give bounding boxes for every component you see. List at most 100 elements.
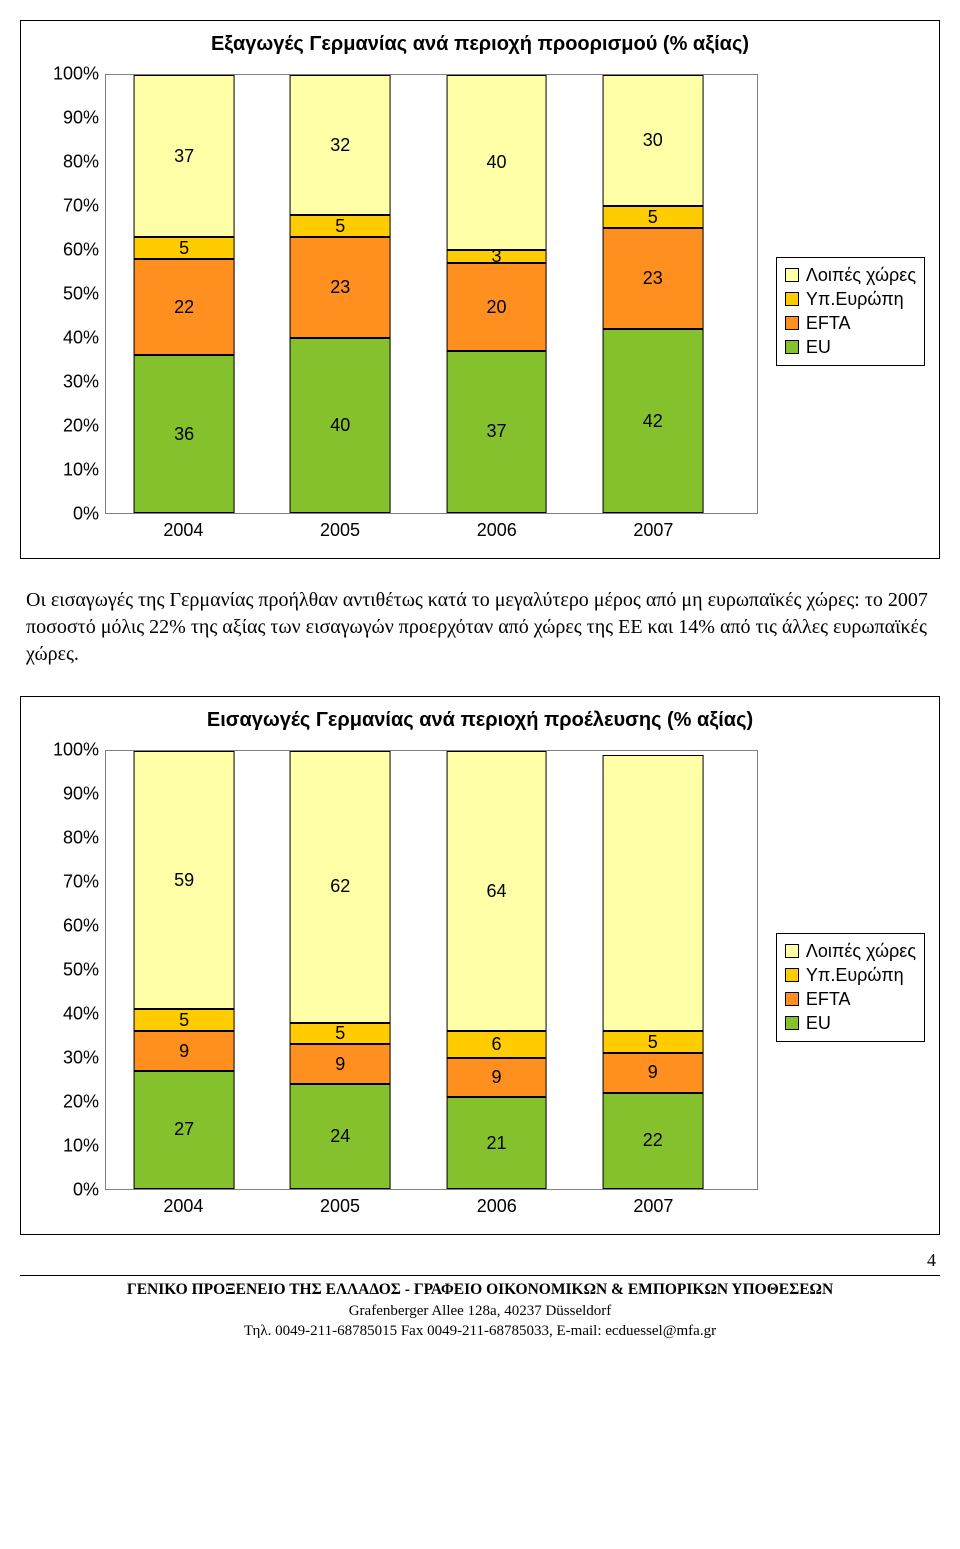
exports-y-tick: 100% — [53, 64, 99, 85]
imports-y-tick: 80% — [63, 828, 99, 849]
exports-y-tick: 90% — [63, 108, 99, 129]
imports-legend-swatch — [785, 968, 799, 982]
imports-segment-efta: 9 — [134, 1031, 235, 1070]
exports-x-label: 2006 — [477, 520, 517, 541]
exports-segment-eu: 42 — [602, 329, 703, 513]
exports-legend-swatch — [785, 268, 799, 282]
imports-segment-eu: 21 — [446, 1097, 547, 1189]
imports-segment-efta: 9 — [446, 1058, 547, 1097]
imports-x-axis: 2004200520062007 — [105, 1196, 758, 1224]
imports-legend-item: EFTA — [785, 989, 916, 1010]
imports-segment-value: 21 — [487, 1133, 507, 1154]
imports-segment-value: 5 — [335, 1023, 345, 1044]
imports-chart-container: Εισαγωγές Γερμανίας ανά περιοχή προέλευσ… — [20, 696, 940, 1235]
exports-segment-other: 32 — [290, 75, 391, 215]
exports-segment-eu: 36 — [134, 355, 235, 513]
exports-y-tick: 70% — [63, 196, 99, 217]
imports-legend-label: Υπ.Ευρώπη — [806, 965, 904, 986]
imports-segment-eu: 24 — [290, 1084, 391, 1189]
imports-legend-item: EU — [785, 1013, 916, 1034]
exports-y-tick: 30% — [63, 372, 99, 393]
exports-segment-value: 37 — [174, 146, 194, 167]
exports-legend-swatch — [785, 340, 799, 354]
exports-x-label: 2004 — [163, 520, 203, 541]
page-number: 4 — [927, 1250, 936, 1271]
imports-bar: 27 9 559 — [134, 751, 235, 1189]
exports-bar: 42 235 30 — [602, 75, 703, 513]
exports-legend: Λοιπές χώρες Υπ.Ευρώπη EFTA EU — [776, 257, 925, 366]
exports-segment-value: 42 — [643, 411, 663, 432]
imports-y-tick: 40% — [63, 1004, 99, 1025]
imports-chart-title: Εισαγωγές Γερμανίας ανά περιοχή προέλευσ… — [35, 709, 925, 732]
exports-segment-ypeurope: 5 — [290, 215, 391, 237]
exports-y-tick: 80% — [63, 152, 99, 173]
imports-y-tick: 60% — [63, 916, 99, 937]
exports-segment-efta: 23 — [602, 228, 703, 329]
exports-x-label: 2007 — [633, 520, 673, 541]
exports-x-label: 2005 — [320, 520, 360, 541]
exports-legend-label: Υπ.Ευρώπη — [806, 289, 904, 310]
body-paragraph: Οι εισαγωγές της Γερμανίας προήλθαν αντι… — [26, 587, 934, 668]
exports-legend-item: Λοιπές χώρες — [785, 265, 916, 286]
imports-segment-other: 59 — [134, 751, 235, 1009]
exports-legend-item: EFTA — [785, 313, 916, 334]
exports-legend-swatch — [785, 316, 799, 330]
exports-legend-item: EU — [785, 337, 916, 358]
exports-segment-value: 5 — [648, 207, 658, 228]
exports-chart-body: 0%10%20%30%40%50%60%70%80%90%100% 362253… — [35, 74, 925, 548]
exports-y-tick: 10% — [63, 460, 99, 481]
exports-segment-eu: 37 — [446, 351, 547, 513]
imports-segment-value: 9 — [648, 1062, 658, 1083]
exports-segment-value: 30 — [643, 130, 663, 151]
exports-segment-other: 37 — [134, 75, 235, 237]
exports-y-tick: 0% — [73, 504, 99, 525]
imports-segment-value: 5 — [648, 1032, 658, 1053]
imports-segment-value: 6 — [492, 1034, 502, 1055]
exports-bar: 37 20 3 40 — [446, 75, 547, 513]
footer-line1: ΓΕΝΙΚΟ ΠΡΟΞΕΝΕΙΟ ΤΗΣ ΕΛΛΑΔΟΣ - ΓΡΑΦΕΙΟ Ο… — [127, 1281, 833, 1298]
imports-segment-value: 9 — [179, 1041, 189, 1062]
imports-segment-other — [602, 755, 703, 1031]
exports-legend-swatch — [785, 292, 799, 306]
imports-legend-swatch — [785, 1016, 799, 1030]
exports-segment-value: 40 — [487, 152, 507, 173]
exports-legend-label: Λοιπές χώρες — [806, 265, 916, 286]
imports-x-label: 2005 — [320, 1196, 360, 1217]
imports-segment-value: 64 — [487, 881, 507, 902]
imports-segment-ypeurope: 5 — [602, 1031, 703, 1053]
exports-segment-value: 20 — [487, 297, 507, 318]
imports-segment-value: 27 — [174, 1119, 194, 1140]
exports-y-tick: 40% — [63, 328, 99, 349]
imports-y-tick: 70% — [63, 872, 99, 893]
imports-legend-swatch — [785, 944, 799, 958]
exports-segment-efta: 20 — [446, 263, 547, 351]
exports-segment-ypeurope: 5 — [602, 206, 703, 228]
imports-y-tick: 30% — [63, 1048, 99, 1069]
imports-x-label: 2006 — [477, 1196, 517, 1217]
exports-segment-other: 30 — [602, 75, 703, 206]
imports-y-tick: 20% — [63, 1092, 99, 1113]
imports-y-tick: 50% — [63, 960, 99, 981]
imports-segment-ypeurope: 5 — [290, 1023, 391, 1045]
exports-plot-area: 3622537402353237203404223530 — [105, 74, 758, 514]
exports-segment-value: 40 — [330, 415, 350, 436]
imports-segment-value: 9 — [335, 1054, 345, 1075]
exports-y-tick: 20% — [63, 416, 99, 437]
imports-segment-ypeurope: 6 — [446, 1031, 547, 1057]
exports-y-tick: 60% — [63, 240, 99, 261]
exports-segment-value: 5 — [179, 238, 189, 259]
exports-segment-value: 23 — [330, 277, 350, 298]
exports-segment-value: 5 — [335, 216, 345, 237]
footer-separator: 4 — [20, 1275, 940, 1276]
exports-segment-ypeurope: 3 — [446, 250, 547, 263]
exports-segment-value: 22 — [174, 297, 194, 318]
imports-bar: 2295 — [602, 751, 703, 1189]
imports-y-tick: 100% — [53, 740, 99, 761]
imports-legend: Λοιπές χώρεςΥπ.ΕυρώπηEFTAEU — [776, 933, 925, 1042]
exports-chart-title: Εξαγωγές Γερμανίας ανά περιοχή προορισμο… — [35, 33, 925, 56]
imports-segment-ypeurope: 5 — [134, 1009, 235, 1031]
imports-bar: 249562 — [290, 751, 391, 1189]
exports-bar: 36 22 5 37 — [134, 75, 235, 513]
exports-segment-other: 40 — [446, 75, 547, 250]
exports-segment-value: 32 — [330, 135, 350, 156]
